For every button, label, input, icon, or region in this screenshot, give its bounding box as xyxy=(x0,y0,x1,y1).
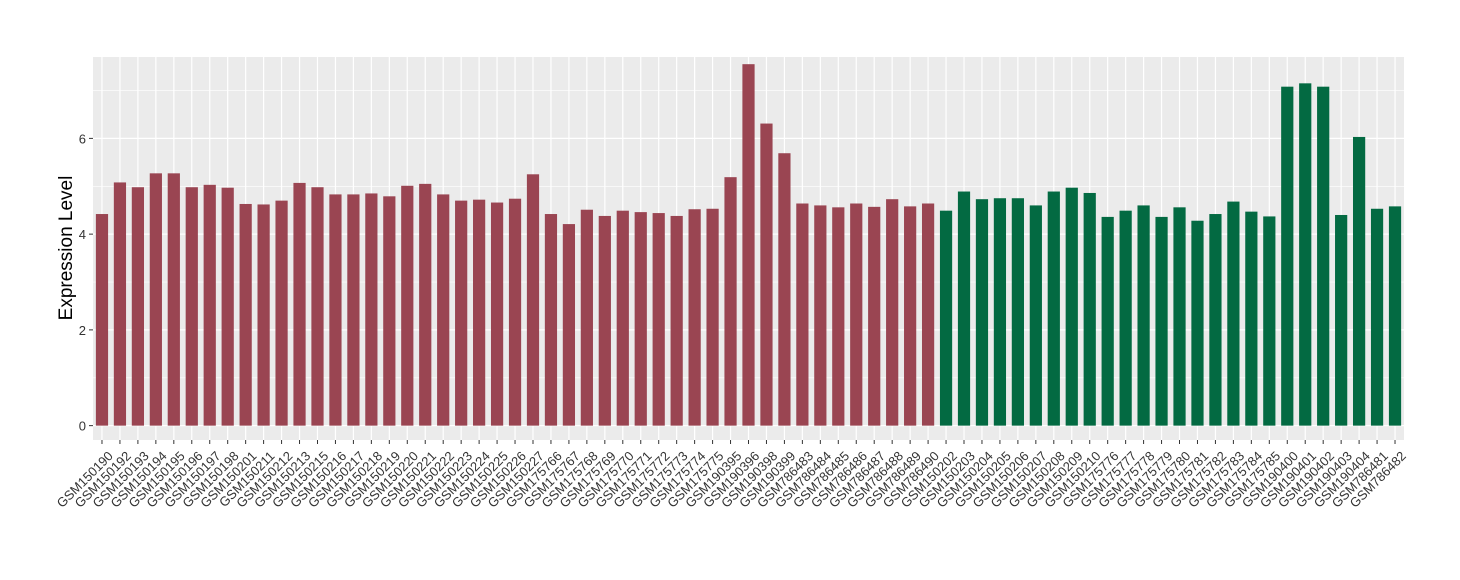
bar-GSM786485 xyxy=(832,207,845,426)
bars xyxy=(95,64,1402,426)
bar-GSM150193 xyxy=(131,187,145,426)
bar-GSM786488 xyxy=(886,199,899,426)
bar-GSM150196 xyxy=(185,187,198,426)
bar-GSM175766 xyxy=(544,214,558,426)
bar-GSM175783 xyxy=(1227,201,1240,426)
bar-GSM150213 xyxy=(293,182,306,426)
bar-GSM150190 xyxy=(95,214,109,426)
bar-GSM150208 xyxy=(1047,191,1060,426)
bar-GSM150221 xyxy=(419,183,432,426)
bar-GSM175778 xyxy=(1137,205,1150,426)
bar-GSM175774 xyxy=(688,209,701,426)
bar-GSM190402 xyxy=(1317,86,1330,426)
bar-GSM150202 xyxy=(939,210,953,426)
bar-GSM175779 xyxy=(1155,216,1168,426)
bar-GSM150225 xyxy=(490,202,504,426)
bar-GSM150215 xyxy=(311,187,324,426)
bar-GSM150205 xyxy=(993,198,1007,426)
y-axis-title: Expression Level xyxy=(56,176,77,321)
bar-GSM190401 xyxy=(1299,83,1312,426)
bar-GSM190404 xyxy=(1352,136,1366,426)
bar-GSM150197 xyxy=(203,184,216,426)
bar-GSM150211 xyxy=(257,204,270,426)
bar-GSM175781 xyxy=(1191,220,1204,426)
bar-GSM786490 xyxy=(921,203,935,426)
bar-GSM175768 xyxy=(580,209,593,426)
bar-GSM150219 xyxy=(383,196,396,426)
bar-GSM190395 xyxy=(724,177,737,426)
bar-GSM786486 xyxy=(850,203,863,426)
bar-GSM150210 xyxy=(1083,192,1096,426)
bar-GSM175777 xyxy=(1119,210,1132,426)
bar-GSM150218 xyxy=(365,193,378,426)
bar-GSM786481 xyxy=(1370,208,1384,426)
bar-GSM175780 xyxy=(1173,207,1186,426)
bar-GSM150195 xyxy=(167,173,180,426)
bar-GSM190396 xyxy=(742,64,755,426)
bar-GSM175775 xyxy=(706,208,719,426)
bar-GSM150201 xyxy=(239,203,252,426)
bar-GSM150192 xyxy=(113,182,127,426)
bar-GSM175776 xyxy=(1101,216,1114,426)
bar-GSM150206 xyxy=(1011,198,1024,426)
bar-GSM150222 xyxy=(437,194,450,426)
bar-GSM175769 xyxy=(598,215,611,426)
y-tick-label: 2 xyxy=(79,323,86,338)
bar-GSM786484 xyxy=(814,205,827,426)
bar-GSM175785 xyxy=(1263,216,1276,426)
bar-GSM190400 xyxy=(1281,86,1294,426)
bar-GSM150209 xyxy=(1065,187,1078,426)
bar-GSM190403 xyxy=(1335,214,1348,426)
bar-GSM190398 xyxy=(760,123,773,426)
bar-GSM786487 xyxy=(868,206,881,426)
bar-GSM150223 xyxy=(455,200,468,426)
bar-GSM150194 xyxy=(149,173,162,426)
bar-GSM786483 xyxy=(796,203,809,426)
bar-GSM150198 xyxy=(221,187,234,426)
bar-GSM150204 xyxy=(975,199,989,426)
bar-GSM150217 xyxy=(347,194,360,426)
bar-GSM175767 xyxy=(562,224,576,426)
y-tick-label: 4 xyxy=(79,227,86,242)
bar-GSM150227 xyxy=(526,174,540,426)
bar-GSM150216 xyxy=(329,194,342,426)
bar-GSM150226 xyxy=(508,198,522,426)
bar-GSM175772 xyxy=(652,213,665,426)
bar-GSM150224 xyxy=(473,199,486,426)
bar-GSM175784 xyxy=(1245,211,1258,426)
x-axis: GSM150190GSM150192GSM150193GSM150194GSM1… xyxy=(54,440,1409,511)
y-tick-label: 0 xyxy=(79,419,86,434)
bar-GSM150207 xyxy=(1029,205,1042,426)
bar-GSM175771 xyxy=(634,212,647,426)
bar-GSM190399 xyxy=(778,153,791,426)
y-tick-label: 6 xyxy=(79,131,86,146)
bar-GSM175773 xyxy=(670,215,683,426)
y-axis: 0 2 4 6 xyxy=(79,131,93,434)
bar-GSM150203 xyxy=(957,191,971,426)
bar-GSM150212 xyxy=(275,200,288,426)
bar-GSM786489 xyxy=(904,206,917,426)
bar-GSM175782 xyxy=(1209,214,1222,426)
bar-GSM175770 xyxy=(616,210,629,426)
bar-GSM786482 xyxy=(1388,206,1402,426)
bar-GSM150220 xyxy=(401,185,414,426)
